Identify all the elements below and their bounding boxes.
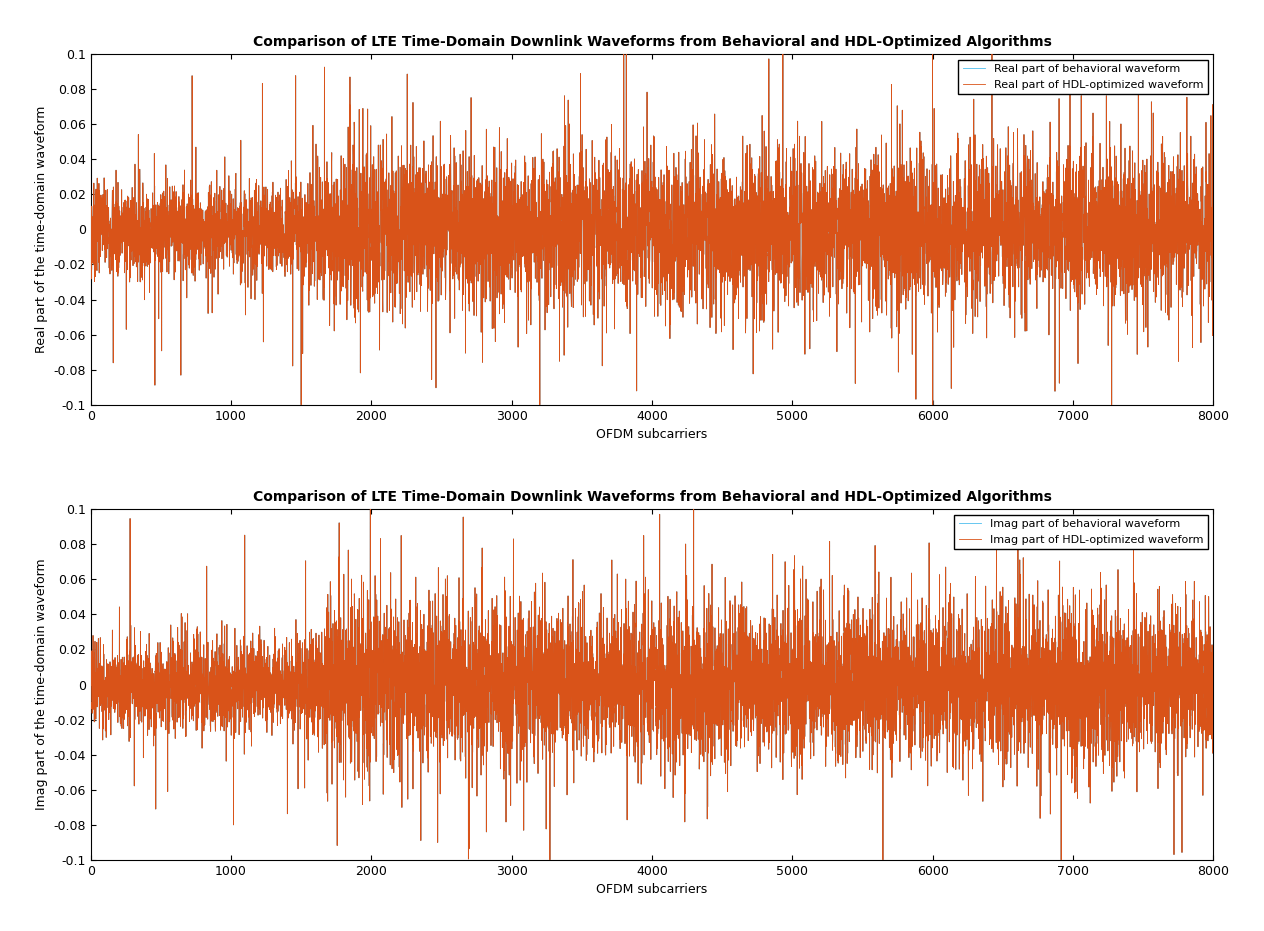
- Y-axis label: Real part of the time-domain waveform: Real part of the time-domain waveform: [34, 106, 48, 353]
- Real part of HDL-optimized waveform: [1206, 196, 1221, 207]
- Real part of behavioral waveform: [915, 244, 930, 255]
- Real part of behavioral waveform: [83, 185, 99, 196]
- Imag part of HDL-optimized waveform: [976, 684, 991, 695]
- Imag part of HDL-optimized waveform: [747, 698, 762, 709]
- Imag part of behavioral waveform: [139, 650, 154, 661]
- Real part of behavioral waveform: [139, 256, 154, 267]
- Imag part of HDL-optimized waveform: [363, 504, 378, 515]
- Title: Comparison of LTE Time-Domain Downlink Waveforms from Behavioral and HDL-Optimiz: Comparison of LTE Time-Domain Downlink W…: [253, 490, 1052, 504]
- Imag part of behavioral waveform: [542, 855, 557, 866]
- Real part of HDL-optimized waveform: [83, 185, 99, 196]
- Imag part of HDL-optimized waveform: [542, 855, 557, 866]
- Real part of HDL-optimized waveform: [796, 238, 811, 250]
- Line: Imag part of behavioral waveform: Imag part of behavioral waveform: [91, 509, 1213, 860]
- Y-axis label: Imag part of the time-domain waveform: Imag part of the time-domain waveform: [34, 559, 48, 810]
- Line: Imag part of HDL-optimized waveform: Imag part of HDL-optimized waveform: [91, 509, 1213, 860]
- Real part of behavioral waveform: [293, 399, 308, 411]
- X-axis label: OFDM subcarriers: OFDM subcarriers: [597, 428, 708, 441]
- Imag part of HDL-optimized waveform: [915, 732, 930, 743]
- Real part of HDL-optimized waveform: [616, 48, 631, 60]
- Real part of behavioral waveform: [796, 238, 811, 250]
- Imag part of HDL-optimized waveform: [83, 695, 99, 707]
- Real part of HDL-optimized waveform: [293, 399, 308, 411]
- Real part of HDL-optimized waveform: [915, 244, 930, 255]
- Imag part of behavioral waveform: [915, 732, 930, 743]
- Real part of HDL-optimized waveform: [489, 210, 504, 222]
- Real part of behavioral waveform: [616, 48, 631, 60]
- Real part of HDL-optimized waveform: [747, 230, 762, 241]
- Imag part of HDL-optimized waveform: [489, 695, 504, 707]
- Real part of HDL-optimized waveform: [976, 233, 991, 244]
- Legend: Real part of behavioral waveform, Real part of HDL-optimized waveform: Real part of behavioral waveform, Real p…: [958, 60, 1207, 94]
- Imag part of behavioral waveform: [489, 695, 504, 707]
- Real part of HDL-optimized waveform: [139, 256, 154, 267]
- Imag part of behavioral waveform: [747, 698, 762, 709]
- Real part of behavioral waveform: [976, 233, 991, 244]
- Imag part of behavioral waveform: [363, 504, 378, 515]
- Line: Real part of behavioral waveform: Real part of behavioral waveform: [91, 54, 1213, 405]
- Title: Comparison of LTE Time-Domain Downlink Waveforms from Behavioral and HDL-Optimiz: Comparison of LTE Time-Domain Downlink W…: [253, 34, 1052, 48]
- Imag part of HDL-optimized waveform: [139, 650, 154, 661]
- X-axis label: OFDM subcarriers: OFDM subcarriers: [597, 884, 708, 897]
- Imag part of behavioral waveform: [1206, 666, 1221, 677]
- Imag part of HDL-optimized waveform: [1206, 666, 1221, 677]
- Real part of behavioral waveform: [489, 210, 504, 222]
- Imag part of behavioral waveform: [83, 695, 99, 707]
- Real part of behavioral waveform: [747, 230, 762, 241]
- Real part of behavioral waveform: [1206, 196, 1221, 207]
- Imag part of HDL-optimized waveform: [796, 743, 811, 754]
- Imag part of behavioral waveform: [976, 684, 991, 695]
- Legend: Imag part of behavioral waveform, Imag part of HDL-optimized waveform: Imag part of behavioral waveform, Imag p…: [954, 515, 1207, 549]
- Imag part of behavioral waveform: [796, 743, 811, 754]
- Line: Real part of HDL-optimized waveform: Real part of HDL-optimized waveform: [91, 54, 1213, 405]
